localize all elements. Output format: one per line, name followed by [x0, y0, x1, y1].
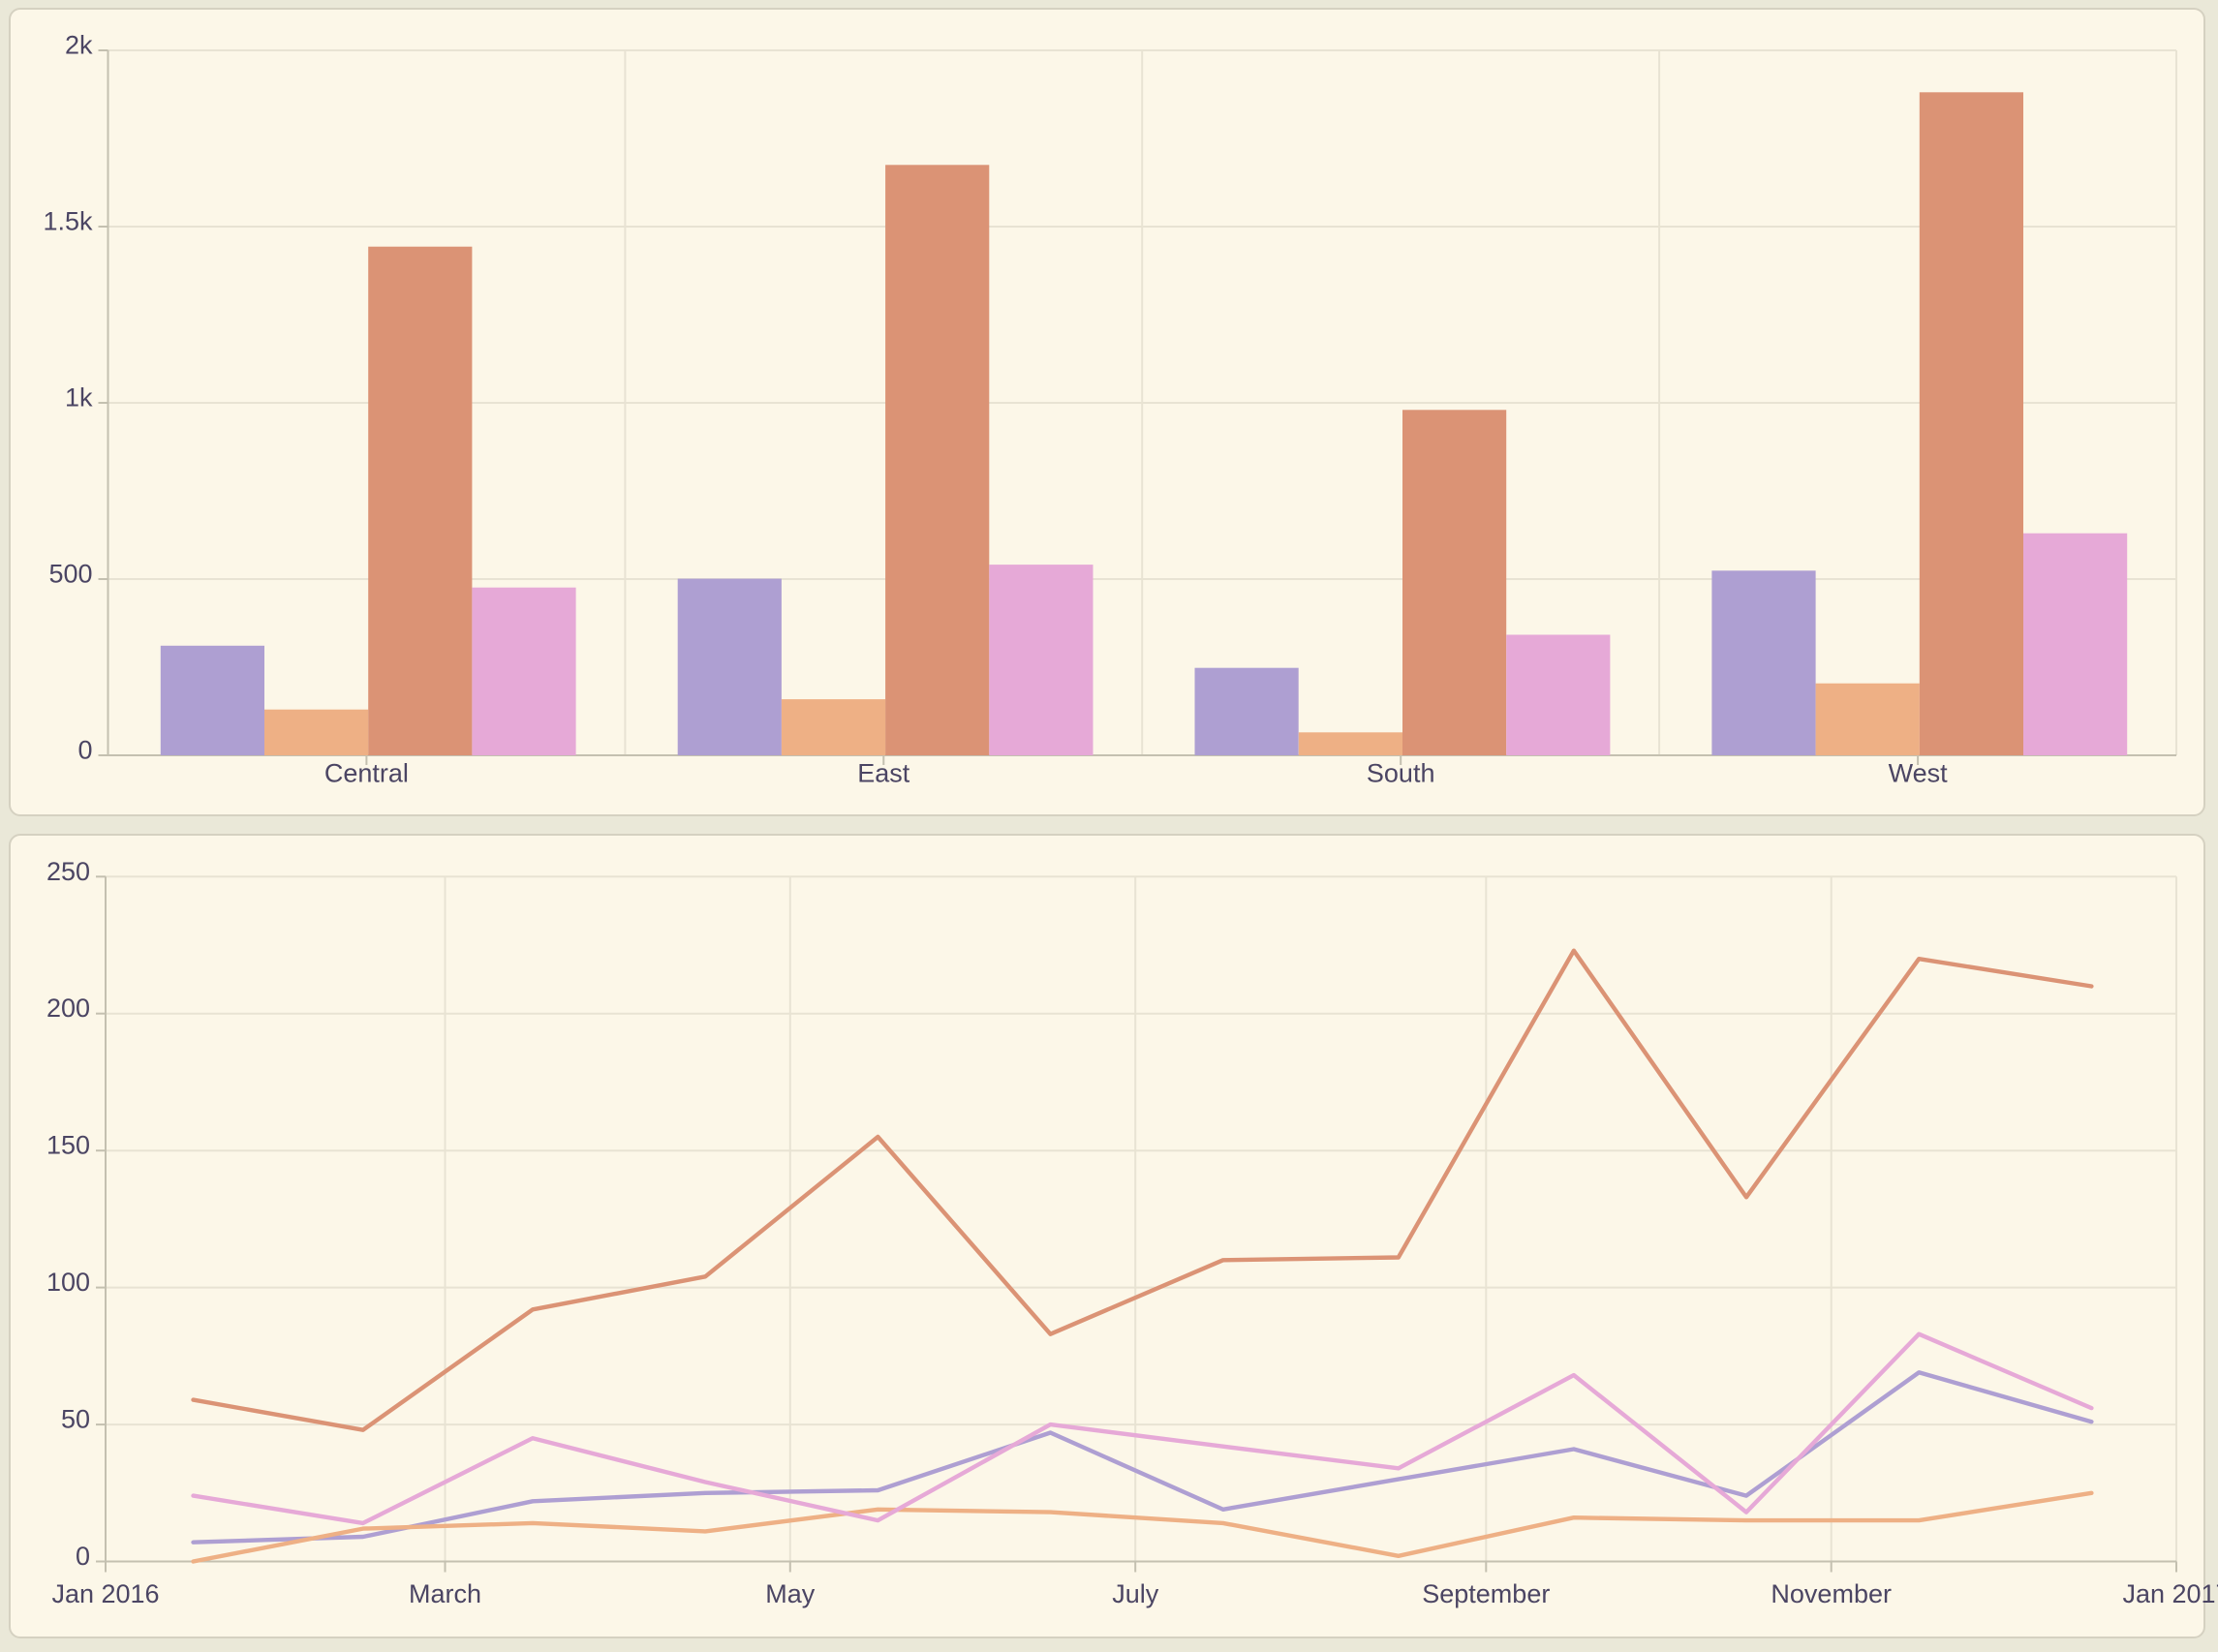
svg-text:September: September: [1422, 1579, 1550, 1608]
svg-text:East: East: [857, 759, 910, 788]
svg-text:South: South: [1367, 759, 1435, 788]
svg-text:200: 200: [46, 994, 90, 1023]
svg-text:500: 500: [48, 560, 92, 589]
svg-text:2k: 2k: [65, 31, 93, 60]
svg-text:100: 100: [46, 1268, 90, 1297]
svg-text:1.5k: 1.5k: [43, 207, 93, 236]
svg-text:Jan 2016: Jan 2016: [51, 1579, 159, 1608]
svg-text:0: 0: [76, 1542, 90, 1571]
svg-text:November: November: [1771, 1579, 1892, 1608]
svg-text:0: 0: [77, 736, 92, 765]
svg-text:Jan 2017: Jan 2017: [2122, 1579, 2218, 1608]
svg-text:March: March: [409, 1579, 481, 1608]
svg-text:July: July: [1112, 1579, 1159, 1608]
svg-text:1k: 1k: [65, 383, 93, 413]
svg-text:150: 150: [46, 1131, 90, 1160]
svg-text:May: May: [765, 1579, 816, 1608]
svg-text:50: 50: [61, 1405, 90, 1434]
svg-text:250: 250: [46, 857, 90, 886]
svg-text:Central: Central: [324, 759, 409, 788]
svg-text:West: West: [1889, 759, 1949, 788]
